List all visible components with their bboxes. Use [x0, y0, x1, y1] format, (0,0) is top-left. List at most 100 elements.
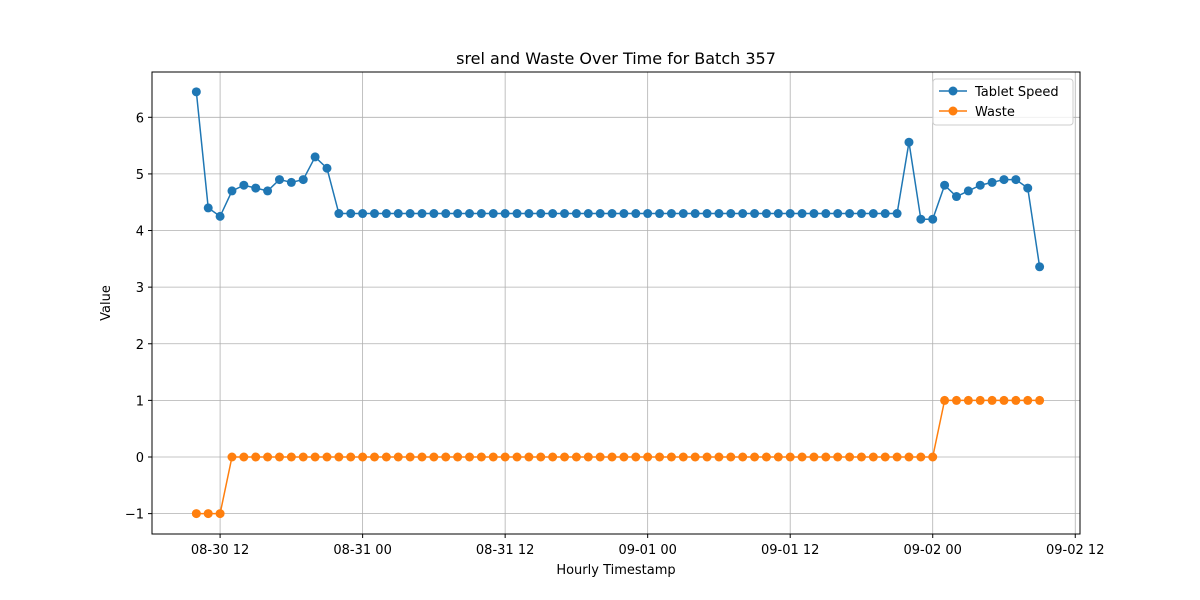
data-point [928, 452, 938, 462]
data-point [750, 209, 760, 219]
legend-label: Waste [975, 105, 1015, 120]
data-point [358, 209, 368, 219]
data-point [286, 177, 296, 187]
data-point [940, 180, 950, 190]
data-point [845, 452, 855, 462]
data-point [738, 209, 748, 219]
data-point [405, 452, 415, 462]
data-point [369, 209, 379, 219]
plot-frame [151, 71, 1081, 535]
data-point [809, 452, 819, 462]
data-point [322, 163, 332, 173]
data-point [702, 209, 712, 219]
data-point [880, 452, 890, 462]
data-point [833, 452, 843, 462]
y-tick-label: −1 [125, 508, 144, 523]
data-point [797, 209, 807, 219]
y-tick-label: 4 [136, 225, 144, 240]
data-point [1023, 183, 1033, 193]
data-point [607, 452, 617, 462]
data-point [643, 452, 653, 462]
y-tick-label: 1 [136, 394, 144, 409]
data-point [203, 509, 213, 519]
data-point [548, 209, 558, 219]
y-tick-label: 6 [136, 111, 144, 126]
data-point [833, 209, 843, 219]
data-point [761, 452, 771, 462]
data-point [476, 209, 486, 219]
data-point [227, 186, 237, 196]
data-point [500, 452, 510, 462]
legend-box [932, 78, 1074, 126]
x-tick-label: 08-31 12 [476, 543, 534, 558]
data-point [809, 209, 819, 219]
data-point [856, 452, 866, 462]
y-tick-label: 0 [136, 451, 144, 466]
data-point [619, 209, 629, 219]
data-point [215, 211, 225, 221]
data-point [251, 183, 261, 193]
data-point [714, 209, 724, 219]
data-point [583, 209, 593, 219]
data-point [465, 452, 475, 462]
data-point [393, 452, 403, 462]
data-point [488, 209, 498, 219]
data-point [821, 209, 831, 219]
data-point [417, 452, 427, 462]
data-point [1011, 175, 1021, 185]
data-point [322, 452, 332, 462]
data-point [560, 452, 570, 462]
data-point [571, 452, 581, 462]
data-point [999, 175, 1009, 185]
data-point [975, 395, 985, 405]
data-point [536, 452, 546, 462]
data-point [310, 152, 320, 162]
data-point [940, 395, 950, 405]
data-point [429, 452, 439, 462]
data-point [714, 452, 724, 462]
data-point [1011, 395, 1021, 405]
data-point [191, 509, 201, 519]
data-point [678, 452, 688, 462]
data-point [263, 186, 273, 196]
data-point [619, 452, 629, 462]
data-point [916, 452, 926, 462]
data-point [643, 209, 653, 219]
data-point [334, 209, 344, 219]
data-point [227, 452, 237, 462]
data-point [453, 452, 463, 462]
data-point [631, 209, 641, 219]
data-point [999, 395, 1009, 405]
data-point [536, 209, 546, 219]
data-point [761, 209, 771, 219]
data-point [845, 209, 855, 219]
data-point [595, 209, 605, 219]
data-point [916, 214, 926, 224]
data-point [346, 452, 356, 462]
data-point [239, 180, 249, 190]
data-point [381, 452, 391, 462]
data-point [524, 209, 534, 219]
series-line [195, 91, 1041, 267]
data-point [512, 209, 522, 219]
data-point [488, 452, 498, 462]
data-point [571, 209, 581, 219]
data-point [286, 452, 296, 462]
data-point [666, 209, 676, 219]
legend-label: Tablet Speed [974, 85, 1059, 100]
data-point [868, 209, 878, 219]
data-point [607, 209, 617, 219]
data-point [251, 452, 261, 462]
data-point [773, 452, 783, 462]
x-tick-label: 09-02 12 [1046, 543, 1104, 558]
legend-marker [948, 86, 958, 96]
data-point [405, 209, 415, 219]
data-point [441, 452, 451, 462]
data-point [904, 137, 914, 147]
x-tick-label: 09-02 00 [903, 543, 961, 558]
data-point [785, 209, 795, 219]
data-point [298, 175, 308, 185]
data-point [1035, 262, 1045, 272]
data-point [191, 87, 201, 97]
x-tick-label: 09-01 00 [618, 543, 676, 558]
